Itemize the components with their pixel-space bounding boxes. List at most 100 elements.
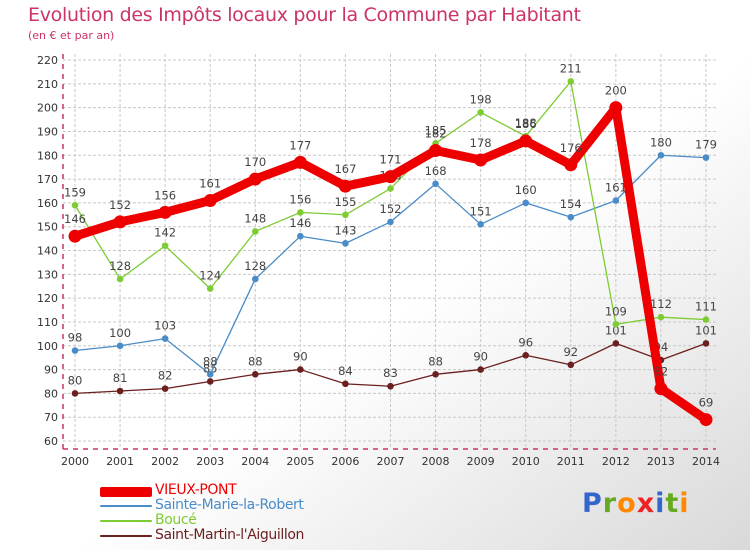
data-point-vieux-pont: [158, 205, 172, 219]
brand-letter: x: [636, 488, 656, 519]
y-tick-label: 180: [37, 149, 58, 162]
data-label-sainte-marie-la-robert: 100: [109, 326, 131, 340]
legend-label-sainte-marie-la-robert: Sainte-Marie-la-Robert: [155, 497, 304, 513]
data-label-vieux-pont: 146: [64, 212, 86, 226]
data-label-sainte-marie-la-robert: 88: [203, 354, 218, 368]
data-label-saint-martin-l-aiguillon: 90: [293, 350, 308, 364]
x-tick-label: 2000: [61, 455, 89, 468]
data-label-saint-martin-l-aiguillon: 84: [338, 364, 353, 378]
data-point-bouce: [342, 211, 349, 219]
x-tick-label: 2013: [647, 455, 675, 468]
data-point-sainte-marie-la-robert: [206, 371, 214, 378]
brand-letter: o: [617, 488, 637, 519]
data-point-saint-martin-l-aiguillon: [702, 340, 710, 347]
data-point-bouce: [297, 209, 304, 216]
data-point-sainte-marie-la-robert: [297, 232, 304, 240]
data-point-sainte-marie-la-robert: [251, 275, 259, 283]
data-label-sainte-marie-la-robert: 179: [695, 138, 717, 152]
y-tick-label: 220: [37, 54, 58, 67]
x-tick-label: 2003: [196, 455, 224, 468]
data-point-sainte-marie-la-robert: [522, 199, 530, 207]
data-label-sainte-marie-la-robert: 152: [380, 202, 402, 216]
data-point-bouce: [251, 228, 259, 235]
data-point-vieux-pont: [654, 382, 668, 396]
data-label-bouce: 124: [199, 269, 221, 283]
brand-logo: Proxiti: [582, 488, 690, 519]
x-tick-label: 2009: [467, 455, 495, 468]
data-label-bouce: 112: [650, 297, 672, 311]
data-label-sainte-marie-la-robert: 103: [154, 319, 176, 333]
data-label-sainte-marie-la-robert: 161: [605, 180, 627, 194]
data-label-sainte-marie-la-robert: 98: [68, 331, 83, 345]
data-label-saint-martin-l-aiguillon: 83: [383, 366, 398, 380]
data-point-sainte-marie-la-robert: [477, 221, 484, 228]
data-label-sainte-marie-la-robert: 146: [289, 216, 311, 230]
data-label-saint-martin-l-aiguillon: 88: [248, 354, 263, 368]
y-tick-label: 130: [37, 268, 58, 281]
data-point-saint-martin-l-aiguillon: [387, 382, 394, 390]
data-point-vieux-pont: [384, 170, 397, 184]
data-point-sainte-marie-la-robert: [387, 218, 394, 226]
data-point-saint-martin-l-aiguillon: [612, 340, 620, 347]
legend-label-vieux-pont: VIEUX-PONT: [155, 482, 237, 498]
data-point-sainte-marie-la-robert: [71, 347, 79, 354]
data-label-bouce: 159: [64, 185, 86, 199]
legend-swatch-vieux-pont: [100, 487, 152, 497]
data-point-sainte-marie-la-robert: [116, 342, 124, 350]
data-label-vieux-pont: 171: [380, 153, 402, 167]
data-point-vieux-pont: [338, 179, 352, 193]
data-label-saint-martin-l-aiguillon: 81: [113, 371, 128, 385]
x-tick-label: 2001: [106, 455, 134, 468]
data-label-sainte-marie-la-robert: 160: [515, 183, 537, 197]
data-label-vieux-pont: 178: [470, 136, 492, 150]
data-point-vieux-pont: [203, 193, 217, 207]
data-point-saint-martin-l-aiguillon: [477, 366, 484, 373]
y-tick-label: 150: [37, 221, 58, 234]
data-point-saint-martin-l-aiguillon: [251, 371, 259, 378]
data-point-saint-martin-l-aiguillon: [567, 361, 575, 369]
brand-letter: t: [665, 488, 680, 519]
data-label-sainte-marie-la-robert: 168: [425, 164, 447, 178]
y-tick-label: 110: [37, 316, 58, 329]
data-label-saint-martin-l-aiguillon: 90: [473, 350, 488, 364]
data-point-bouce: [161, 242, 169, 250]
y-tick-label: 80: [44, 387, 58, 400]
x-tick-label: 2010: [512, 455, 540, 468]
data-label-sainte-marie-la-robert: 128: [244, 259, 266, 273]
data-point-vieux-pont: [68, 229, 82, 243]
data-label-vieux-pont: 161: [199, 176, 221, 190]
data-label-sainte-marie-la-robert: 180: [650, 135, 672, 149]
x-tick-label: 2005: [286, 455, 314, 468]
data-point-sainte-marie-la-robert: [612, 197, 620, 204]
brand-letter: r: [602, 488, 618, 519]
x-tick-label: 2007: [377, 455, 405, 468]
y-tick-label: 120: [37, 292, 58, 305]
data-label-vieux-pont: 200: [605, 84, 627, 98]
data-label-bouce: 109: [605, 304, 627, 318]
y-tick-label: 200: [37, 102, 58, 115]
data-point-saint-martin-l-aiguillon: [432, 371, 439, 378]
data-point-sainte-marie-la-robert: [657, 151, 665, 159]
data-point-sainte-marie-la-robert: [161, 335, 169, 342]
y-tick-label: 100: [37, 340, 58, 353]
data-point-vieux-pont: [699, 413, 713, 427]
x-tick-label: 2012: [602, 455, 630, 468]
y-tick-label: 140: [37, 245, 58, 258]
data-label-bouce: 148: [244, 211, 266, 225]
data-point-bouce: [206, 285, 214, 292]
data-point-vieux-pont: [564, 158, 578, 172]
data-point-saint-martin-l-aiguillon: [522, 351, 530, 359]
y-tick-label: 90: [44, 364, 58, 377]
data-point-vieux-pont: [248, 172, 262, 186]
legend-label-bouce: Boucé: [155, 512, 197, 528]
data-label-saint-martin-l-aiguillon: 88: [428, 354, 443, 368]
data-label-bouce: 111: [695, 300, 717, 314]
data-label-saint-martin-l-aiguillon: 82: [158, 369, 173, 383]
data-point-vieux-pont: [293, 155, 307, 169]
y-tick-label: 60: [44, 435, 58, 448]
data-label-vieux-pont: 182: [425, 126, 447, 140]
data-label-vieux-pont: 82: [654, 365, 669, 379]
data-label-vieux-pont: 186: [515, 117, 537, 131]
brand-letter: i: [679, 488, 690, 519]
